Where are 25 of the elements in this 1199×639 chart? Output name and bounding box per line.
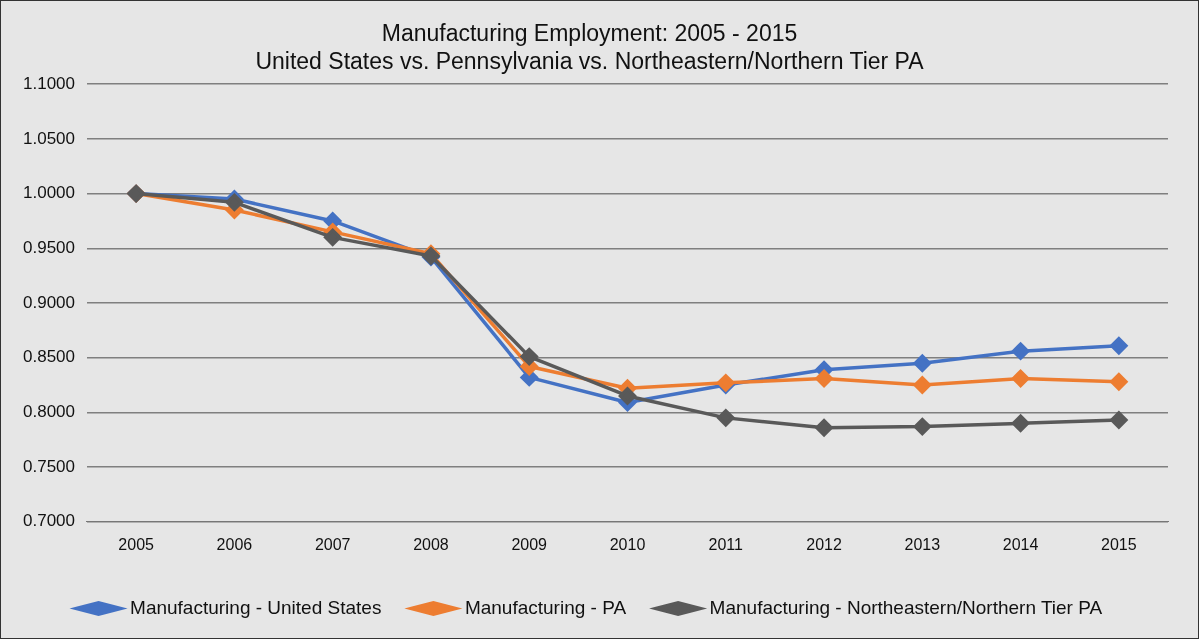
y-tick-label: 0.9500 (23, 237, 75, 257)
y-tick-label: 0.9000 (23, 292, 75, 312)
x-tick-label: 2008 (413, 535, 449, 553)
y-tick-label: 1.0500 (23, 128, 75, 148)
x-tick-label: 2014 (1002, 535, 1039, 553)
y-tick-label: 0.7500 (23, 456, 75, 476)
y-tick-label: 1.1000 (23, 73, 75, 93)
legend-label: Manufacturing - United States (130, 596, 382, 618)
x-tick-label: 2007 (314, 535, 351, 553)
y-tick-label: 0.8500 (23, 347, 75, 367)
x-tick-label: 2010 (609, 535, 646, 553)
text: Manufacturing Employment: 2005 - 2015 (381, 20, 798, 47)
x-tick-label: 2011 (708, 535, 744, 553)
text: United States vs. Pennsylvania vs. Northeastern/Northern Tier PA (255, 47, 924, 74)
x-tick-label: 2005 (118, 535, 155, 553)
x-tick-label: 2012 (806, 535, 842, 553)
x-tick-label: 2013 (904, 535, 941, 553)
y-tick-label: 1.0000 (23, 183, 75, 203)
legend-label: Manufacturing - PA (464, 596, 627, 618)
legend-label: Manufacturing - Northeastern/Northern Tier PA (709, 596, 1103, 618)
y-tick-label: 0.7000 (23, 511, 75, 531)
y-tick-label: 0.8000 (23, 402, 75, 422)
x-tick-label: 2015 (1101, 535, 1137, 553)
x-tick-label: 2009 (511, 535, 548, 553)
x-tick-label: 2006 (216, 535, 253, 553)
